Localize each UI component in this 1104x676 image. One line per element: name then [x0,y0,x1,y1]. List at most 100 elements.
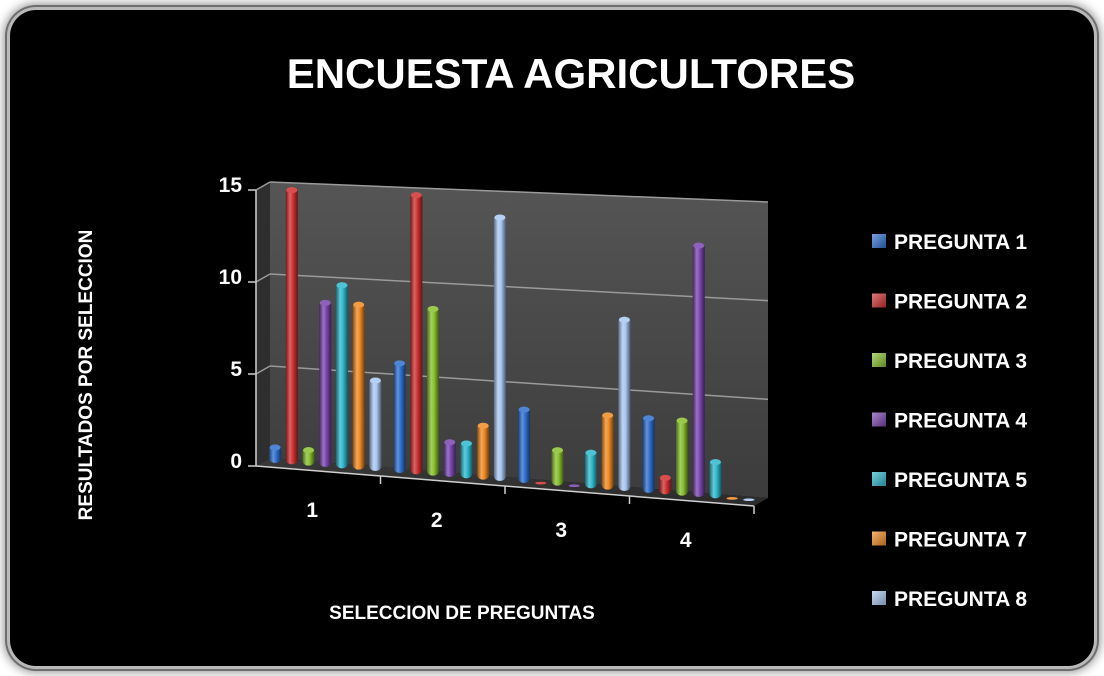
legend-swatch [872,531,886,546]
bar-top [369,377,381,384]
bar [493,214,506,482]
bar-top [552,447,564,454]
bar-body [518,406,531,483]
legend-label: PREGUNTA 5 [894,469,1027,492]
legend-label: PREGUNTA 4 [894,410,1027,433]
bar-top [643,415,655,422]
bar [427,305,440,476]
bar-series-group [269,187,755,502]
bar [568,484,581,487]
bar [726,497,739,500]
x-axis-title: SELECCION DE PREGUNTAS [329,603,595,624]
legend-item: PREGUNTA 1 [872,231,1027,254]
bar [584,449,597,489]
bar-top [618,316,630,323]
legend-label: PREGUNTA 8 [894,588,1027,611]
bar-top [494,214,506,221]
legend-label: PREGUNTA 2 [894,291,1027,314]
bar [709,459,722,499]
bar [269,444,282,463]
axes: 0 5 10 15 1 2 3 4 [219,174,755,552]
bar-top [394,360,406,367]
side-wall [256,182,270,466]
bar-top [743,498,755,502]
bar-top [709,459,721,466]
bar-top [602,412,614,419]
bar-body [551,447,564,486]
bar-top [353,301,365,308]
floor [256,458,768,506]
bar-top [726,497,738,500]
bar-top [659,474,671,481]
y-axis-title: RESULTADOS POR SELECCION [76,230,97,521]
bar-body [352,301,365,470]
legend-item: PREGUNTA 8 [872,588,1027,611]
bar-top [444,439,456,446]
bar [352,301,365,470]
bar-body [676,417,689,496]
chart-title: ENCUESTA AGRICULTORES [287,50,856,97]
bar-body [335,282,348,469]
bar-body [410,192,423,475]
legend-item: PREGUNTA 4 [872,410,1027,433]
bar-body [601,412,614,490]
bar [410,192,423,475]
bar [742,498,755,502]
legend-swatch [872,412,886,427]
legend-swatch [872,472,886,486]
bar-body [319,299,332,467]
bar [302,447,315,466]
bar [534,481,547,485]
bar-top [568,484,580,487]
bar-top [286,187,298,194]
bar-top [303,447,315,454]
bar-body [709,459,722,499]
bar-body [642,415,655,493]
y-tick-label: 0 [230,450,242,473]
legend-label: PREGUNTA 3 [894,350,1027,373]
bar-body [618,316,631,492]
bar-body [477,422,490,480]
bar [285,187,298,465]
legend-label: PREGUNTA 7 [894,529,1027,552]
bar [659,474,672,495]
bar-body [460,440,473,479]
bar [477,422,490,480]
bar-top [319,299,331,306]
legend-item: PREGUNTA 7 [872,529,1027,552]
bar [692,242,705,497]
y-tick-label: 10 [219,266,242,289]
bar-body [427,305,440,476]
bar-body [584,449,597,489]
legend-swatch [872,353,886,367]
gridline-side [255,365,271,375]
bar-body [443,439,456,477]
bar [393,360,406,473]
gridline-side [255,181,271,191]
bar [601,412,614,490]
bar-top [585,449,597,456]
bar-top [518,406,530,413]
bar [551,447,564,486]
bar-top [693,242,705,249]
bar-top [676,417,688,424]
bar [443,439,456,477]
bar [642,415,655,493]
bar [319,299,332,467]
bar [369,377,382,472]
legend-swatch [872,293,886,308]
gridline [269,273,769,302]
gridline [269,181,769,203]
bar-body [369,377,382,472]
y-tick-label: 15 [219,174,243,197]
bar [676,417,689,496]
bar-top [427,305,439,312]
bar [460,440,473,479]
bar-top [535,481,547,485]
gridline-side [255,273,271,283]
bar-body [285,187,298,465]
bar-top [477,422,489,429]
plot-area [256,182,768,506]
legend: PREGUNTA 1 PREGUNTA 2 PREGUNTA 3 PREGUNTA 4… [872,231,1027,611]
